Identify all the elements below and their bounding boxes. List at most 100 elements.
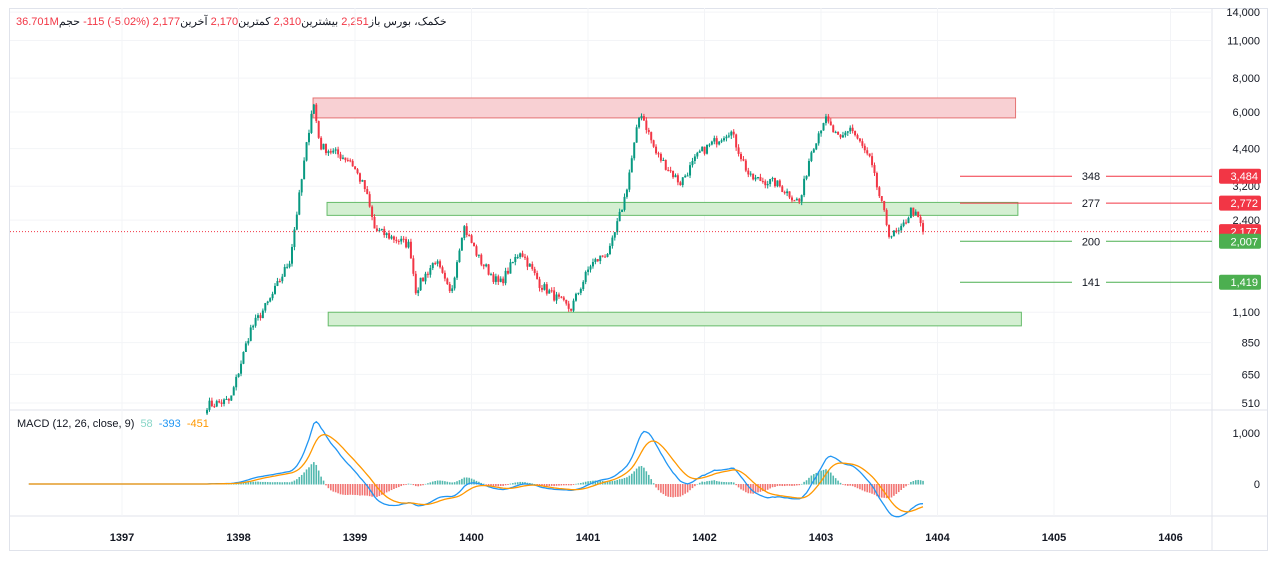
candle-body (567, 303, 570, 309)
candle-body (375, 228, 378, 231)
candle-body (766, 184, 769, 186)
macd-histogram-bar (237, 483, 240, 485)
macd-histogram-bar (820, 470, 822, 485)
macd-histogram-bar (276, 482, 279, 485)
time-tick-label: 1399 (343, 532, 367, 544)
candle-body (397, 241, 400, 243)
macd-histogram-bar (713, 480, 716, 485)
candle-body (829, 121, 832, 126)
macd-histogram-bar (485, 484, 487, 485)
candle-body (334, 149, 337, 151)
macd-histogram-bar (774, 484, 776, 487)
candle-body (740, 153, 743, 160)
candle-body (875, 172, 878, 188)
candle-body (577, 292, 580, 294)
macd-histogram-bar (453, 482, 456, 485)
candle-body (880, 196, 883, 201)
candle-body (548, 290, 551, 294)
candle-body (439, 261, 442, 268)
macd-histogram-bar (633, 471, 636, 485)
macd-histogram-bar (380, 484, 383, 495)
macd-histogram-bar (533, 483, 536, 485)
candle-body (324, 143, 327, 154)
candle-body (579, 289, 582, 293)
level-line-label: 348 (1082, 171, 1100, 183)
candle-body (465, 226, 468, 236)
macd-histogram-bar (871, 484, 873, 494)
candle-body (354, 166, 357, 170)
time-tick-label: 1404 (925, 532, 950, 544)
candle-body (475, 246, 478, 256)
price-tick-label: 14,000 (1226, 7, 1260, 19)
macd-histogram-bar (495, 484, 497, 487)
candle-body (761, 181, 764, 183)
candle-body (405, 239, 408, 248)
macd-histogram-bar (458, 480, 461, 485)
macd-histogram-bar (354, 484, 356, 495)
macd-histogram-bar (582, 482, 585, 485)
candle-body (378, 230, 381, 232)
macd-histogram-bar (397, 484, 400, 488)
price-tick-label: 1,100 (1232, 307, 1260, 319)
candle-body (453, 277, 456, 289)
candle-body (730, 131, 733, 136)
candle-body (858, 138, 861, 142)
candle-body (599, 255, 602, 262)
macd-histogram-bar (616, 479, 619, 485)
macd-histogram-bar (796, 484, 798, 486)
macd-histogram-bar (827, 470, 830, 485)
high-label: بیشترین (301, 16, 339, 28)
candle-body (400, 238, 403, 242)
candle-body (390, 236, 393, 239)
macd-histogram-bar (861, 484, 864, 491)
candle-body (912, 207, 915, 215)
candle-body (856, 135, 859, 139)
candle-body (565, 299, 568, 304)
macd-histogram-bar (645, 471, 648, 485)
candle-body (635, 127, 638, 143)
macd-histogram-bar (638, 466, 640, 485)
candle-body (276, 281, 279, 286)
macd-histogram-bar (701, 481, 703, 485)
macd-signal-value: -451 (186, 418, 209, 430)
candle-body (485, 264, 488, 267)
candle-body (344, 157, 347, 160)
candle-body (220, 402, 223, 404)
candle-body (373, 217, 376, 229)
macd-histogram-bar (764, 484, 767, 491)
candle-body (715, 138, 718, 145)
candle-body (300, 179, 303, 193)
candle-body (441, 267, 444, 273)
macd-histogram-bar (895, 484, 898, 494)
macd-histogram-bar (249, 481, 252, 485)
macd-histogram-bar (609, 481, 611, 485)
candle-body (414, 273, 417, 294)
candle-body (868, 153, 871, 157)
macd-histogram-bar (577, 483, 580, 485)
macd-histogram-bar (888, 484, 890, 499)
macd-histogram-bar (356, 484, 359, 496)
candle-body (878, 187, 881, 197)
candle-body (351, 160, 354, 167)
candle-body (293, 229, 296, 247)
macd-histogram-bar (436, 480, 439, 485)
candle-body (642, 116, 645, 121)
macd-histogram-bar (364, 484, 366, 496)
candle-body (800, 195, 803, 202)
macd-histogram-bar (854, 484, 856, 488)
macd-histogram-bar (686, 484, 689, 493)
macd-histogram-bar (863, 484, 866, 492)
candle-body (310, 113, 313, 133)
price-tick-label: 510 (1242, 398, 1260, 410)
candle-body (346, 159, 349, 161)
macd-histogram-bar (684, 484, 686, 494)
macd-histogram-bar (800, 483, 803, 485)
candle-body (533, 268, 536, 274)
candle-body (776, 180, 779, 187)
candle-body (337, 149, 340, 155)
candle-body (701, 146, 704, 152)
macd-histogram-bar (803, 481, 805, 485)
macd-histogram-bar (655, 484, 657, 488)
macd-histogram-bar (271, 482, 274, 485)
